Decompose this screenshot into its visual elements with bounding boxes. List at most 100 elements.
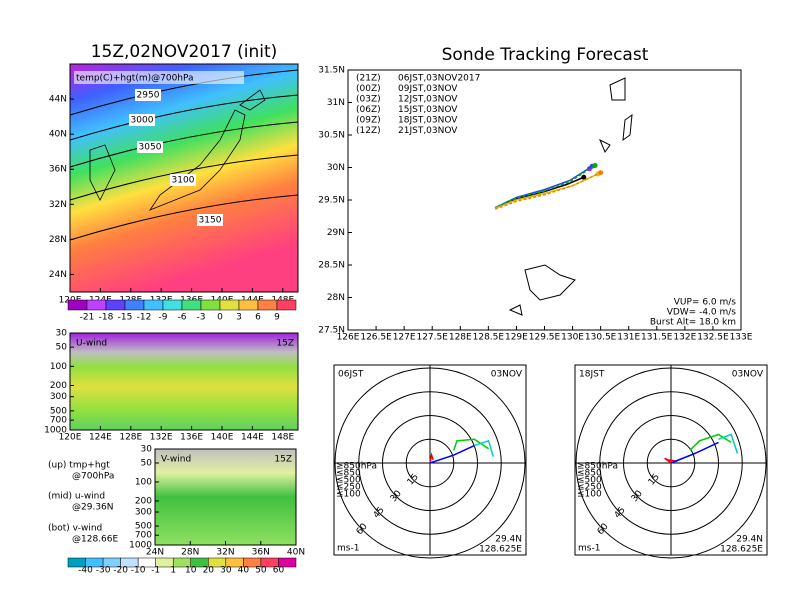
- colorbar-label: -10: [131, 566, 146, 576]
- y-tick-label: 700: [135, 531, 152, 541]
- wind-field: [70, 333, 298, 430]
- ring: [334, 367, 526, 559]
- hodograph: [429, 452, 434, 464]
- hodograph: [670, 441, 719, 464]
- contour-label-bg: [135, 89, 161, 101]
- x-tick-label: 24N: [146, 548, 164, 558]
- y-tick-label: 28.5N: [318, 261, 345, 271]
- colorbar-swatch: [105, 299, 126, 311]
- x-tick-label: 120E: [59, 433, 82, 443]
- y-tick-label: 1000: [44, 426, 67, 436]
- colorbar-label: 20: [203, 566, 215, 576]
- x-tick-label: 140E: [211, 433, 234, 443]
- level-legend: ≤850: [336, 469, 361, 479]
- x-tick-label: 128.5E: [473, 333, 505, 343]
- contour-label: 3100: [172, 176, 195, 186]
- ring: [358, 391, 502, 535]
- x-tick-label: 148E: [271, 433, 294, 443]
- location: 128.625E: [479, 545, 522, 555]
- wind-field: [155, 449, 296, 545]
- ring: [646, 438, 696, 488]
- y-tick-label: 300: [135, 508, 152, 518]
- contour-label-bg: [129, 114, 155, 126]
- colorbar-label: -6: [178, 313, 187, 323]
- hodograph: [453, 438, 489, 451]
- legend-label: 12JST,03NOV: [398, 95, 458, 105]
- location: 29.4N: [495, 535, 522, 545]
- annotation: Burst Alt= 18.0 km: [650, 318, 736, 328]
- panel-label: V-wind: [161, 455, 191, 465]
- contour-line: [69, 194, 299, 241]
- track-line: [494, 172, 601, 210]
- coastline: [508, 77, 633, 316]
- level-legend: ≤100: [336, 490, 361, 500]
- x-tick-label: 36N: [252, 548, 270, 558]
- plot-frame: [69, 63, 299, 293]
- x-tick-label: 124E: [89, 433, 112, 443]
- colorbar-label: 30: [220, 566, 232, 576]
- colorbar-swatch: [257, 299, 278, 311]
- hodograph: [474, 439, 495, 457]
- y-tick-label: 100: [135, 477, 152, 487]
- y-tick-label: 100: [50, 362, 67, 372]
- x-tick-label: 126E: [337, 333, 360, 343]
- hodograph: [664, 457, 678, 464]
- colorbar-label: -40: [78, 566, 93, 576]
- x-tick-label: 40N: [287, 548, 305, 558]
- colorbar-swatch: [124, 299, 145, 311]
- colorbar-label: -15: [118, 313, 133, 323]
- panel-title: 18JST: [579, 370, 605, 380]
- track-line: [494, 164, 596, 209]
- x-tick-label: 32N: [216, 548, 234, 558]
- label-bg: [74, 71, 244, 84]
- y-tick-label: 50: [56, 343, 68, 353]
- ring-label: 15: [647, 472, 662, 487]
- annotation: VUP= 6.0 m/s: [674, 298, 737, 308]
- x-tick-label: 129E: [505, 333, 528, 343]
- colorbar-label: 50: [255, 566, 267, 576]
- panel-title: 06JST: [338, 370, 364, 380]
- colorbar-label: -21: [80, 313, 95, 323]
- y-tick-label: 44N: [49, 95, 67, 105]
- legend-name: (06Z): [356, 105, 381, 115]
- colorbar-label: 9: [274, 313, 280, 323]
- x-tick-label: 144E: [241, 433, 264, 443]
- contour-label: 3050: [139, 143, 162, 153]
- x-tick-label: 128E: [119, 433, 142, 443]
- note: @128.66E: [72, 535, 118, 545]
- colorbar-swatch: [238, 299, 259, 311]
- contour-label: 3000: [131, 116, 154, 126]
- colorbar-label: 40: [238, 566, 250, 576]
- panel-label: temp(C)+hgt(m)@700hPa: [76, 74, 194, 84]
- plot-frame: [69, 332, 299, 431]
- y-tick-label: 31.5N: [318, 66, 345, 76]
- y-tick-label: 28N: [327, 293, 345, 303]
- location: 128.625E: [720, 545, 763, 555]
- level-legend: ≤100: [577, 490, 602, 500]
- colorbar-swatch: [219, 299, 240, 311]
- legend-label: 18JST,03NOV: [398, 116, 458, 126]
- ring: [405, 438, 455, 488]
- colorbar-label: 1: [170, 566, 176, 576]
- x-tick-label: 131.5E: [641, 333, 673, 343]
- y-tick-label: 40N: [49, 130, 67, 140]
- colorbar-swatch: [276, 299, 297, 311]
- contour-label-bg: [170, 174, 196, 186]
- level-legend: ≥850hPa: [336, 462, 377, 472]
- unit: ms-1: [337, 544, 359, 554]
- y-tick-label: 50: [141, 458, 153, 468]
- contour-line: [69, 121, 299, 168]
- y-tick-label: 30: [56, 329, 68, 339]
- legend-name: (00Z): [356, 84, 381, 94]
- colorbar-swatch: [181, 299, 202, 311]
- x-tick-label: 28N: [181, 548, 199, 558]
- y-tick-label: 29.5N: [318, 196, 345, 206]
- x-tick-label: 130E: [561, 333, 584, 343]
- panel-time: 15Z: [274, 455, 292, 465]
- x-tick-label: 126.5E: [360, 333, 392, 343]
- colorbar-label: -3: [197, 313, 206, 323]
- y-tick-label: 28N: [49, 235, 67, 245]
- y-tick-label: 30.5N: [318, 131, 345, 141]
- colorbar-label: -30: [96, 566, 111, 576]
- y-tick-label: 27.5N: [318, 326, 345, 336]
